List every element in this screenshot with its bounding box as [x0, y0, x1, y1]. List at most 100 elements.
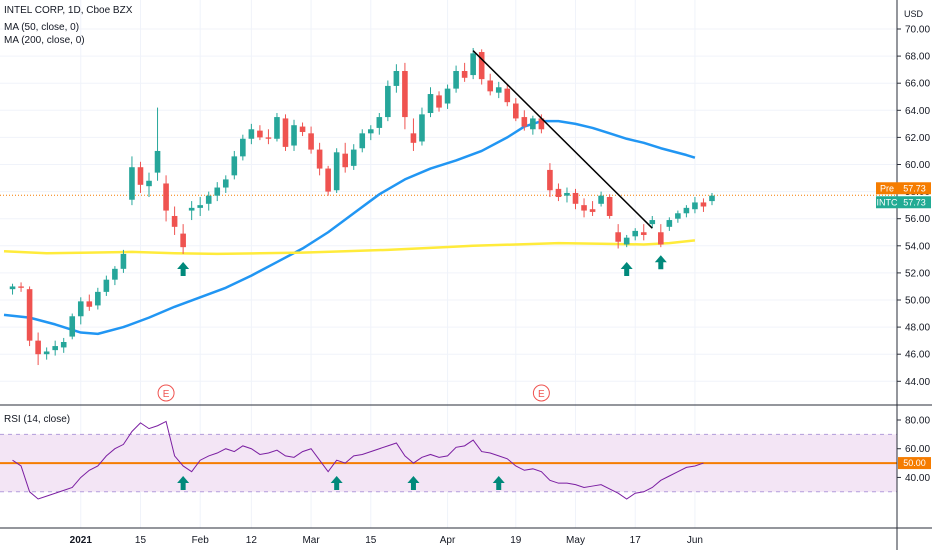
candle [640, 224, 647, 241]
time-tick-label: 15 [365, 535, 377, 546]
candle-body [103, 279, 110, 292]
candle-body [112, 268, 118, 280]
time-tick-label: 12 [246, 535, 258, 546]
candle-body [282, 118, 289, 147]
candle [214, 182, 221, 202]
candle [649, 215, 656, 229]
candle [35, 332, 41, 366]
candle-body [581, 205, 587, 211]
candle [461, 62, 468, 82]
candle [26, 286, 33, 347]
candle-body [572, 192, 579, 204]
candle [137, 161, 144, 193]
candle [86, 294, 93, 311]
price-tick-label: 54.00 [905, 241, 930, 252]
candle-body [393, 71, 400, 86]
price-tick-label: 62.00 [905, 133, 930, 144]
price-tag-label: Pre [880, 183, 894, 193]
ma200-line [3, 239, 696, 256]
candle [402, 62, 408, 130]
candle-body [444, 88, 451, 104]
up-arrow-marker [492, 476, 505, 491]
candle [188, 201, 195, 221]
candle-body [487, 80, 494, 92]
candle [470, 47, 476, 80]
price-tick-label: 64.00 [905, 106, 930, 117]
price-tick-label: 70.00 [905, 25, 930, 36]
price-tag-value-bg [898, 196, 931, 209]
price-tick-label: 66.00 [905, 79, 930, 90]
candle [572, 188, 579, 210]
price-tick-label: 56.00 [905, 214, 930, 225]
price-tag-label-bg [876, 182, 898, 195]
up-arrow-marker [407, 476, 420, 491]
candle-body [495, 87, 502, 93]
price-tag: Pre 57.73 [876, 182, 931, 195]
candle-body [171, 215, 178, 227]
candle [222, 175, 229, 193]
candle [385, 80, 391, 122]
candle-body [530, 118, 536, 130]
candle-body [692, 202, 698, 210]
candle-body [9, 286, 16, 290]
price-tag-value: 57.73 [903, 197, 926, 207]
candle-body [43, 351, 50, 355]
earnings-marker: E [157, 384, 175, 402]
candle-body [419, 114, 425, 142]
candle [615, 224, 621, 249]
rsi-tick-label: 60.00 [905, 444, 930, 455]
candle [521, 110, 528, 131]
candle [530, 115, 536, 135]
time-tick-label: May [566, 535, 585, 546]
candle-body [257, 130, 263, 138]
candle [342, 142, 348, 173]
candle-body [342, 153, 348, 168]
price-tag-value: 57.73 [903, 183, 926, 193]
currency-label: USD [904, 9, 924, 19]
ma200-legend: MA (200, close, 0) [4, 35, 85, 46]
candle [146, 172, 152, 198]
candle [171, 206, 178, 235]
candle-body [325, 168, 331, 192]
ma50-line [3, 119, 696, 336]
candle [359, 129, 366, 153]
candle-body [163, 183, 169, 211]
candle [95, 287, 101, 310]
candle [18, 282, 24, 292]
candle [299, 122, 306, 137]
candle-body [504, 88, 511, 103]
candle-body [640, 232, 647, 235]
candle [77, 297, 84, 325]
candle-body [623, 237, 630, 245]
candle-body [333, 152, 340, 191]
candle-body [231, 156, 238, 176]
candle [240, 134, 246, 161]
candle-body [658, 232, 664, 245]
candle [453, 65, 459, 93]
candle-body [222, 179, 229, 188]
candle-body [538, 118, 545, 130]
candle [120, 249, 127, 273]
price-tag: INTC 57.73 [876, 196, 931, 209]
candle-body [120, 253, 127, 269]
candle-body [606, 197, 613, 216]
candle-body [700, 202, 707, 207]
candle [291, 119, 297, 151]
candle [197, 197, 203, 216]
candle-body [197, 205, 203, 208]
candle-body [146, 180, 152, 187]
candle [376, 113, 383, 135]
candle-body [521, 117, 528, 127]
candle-body [436, 95, 442, 108]
candle [52, 340, 58, 356]
time-tick-label: Jun [687, 535, 703, 546]
candle [692, 197, 698, 214]
price-tag-label: INTC [877, 197, 898, 207]
candle-body [129, 167, 135, 200]
rsi-legend: RSI (14, close) [4, 414, 71, 425]
candle-body [60, 342, 67, 348]
candle [248, 123, 255, 145]
candle [581, 198, 587, 218]
